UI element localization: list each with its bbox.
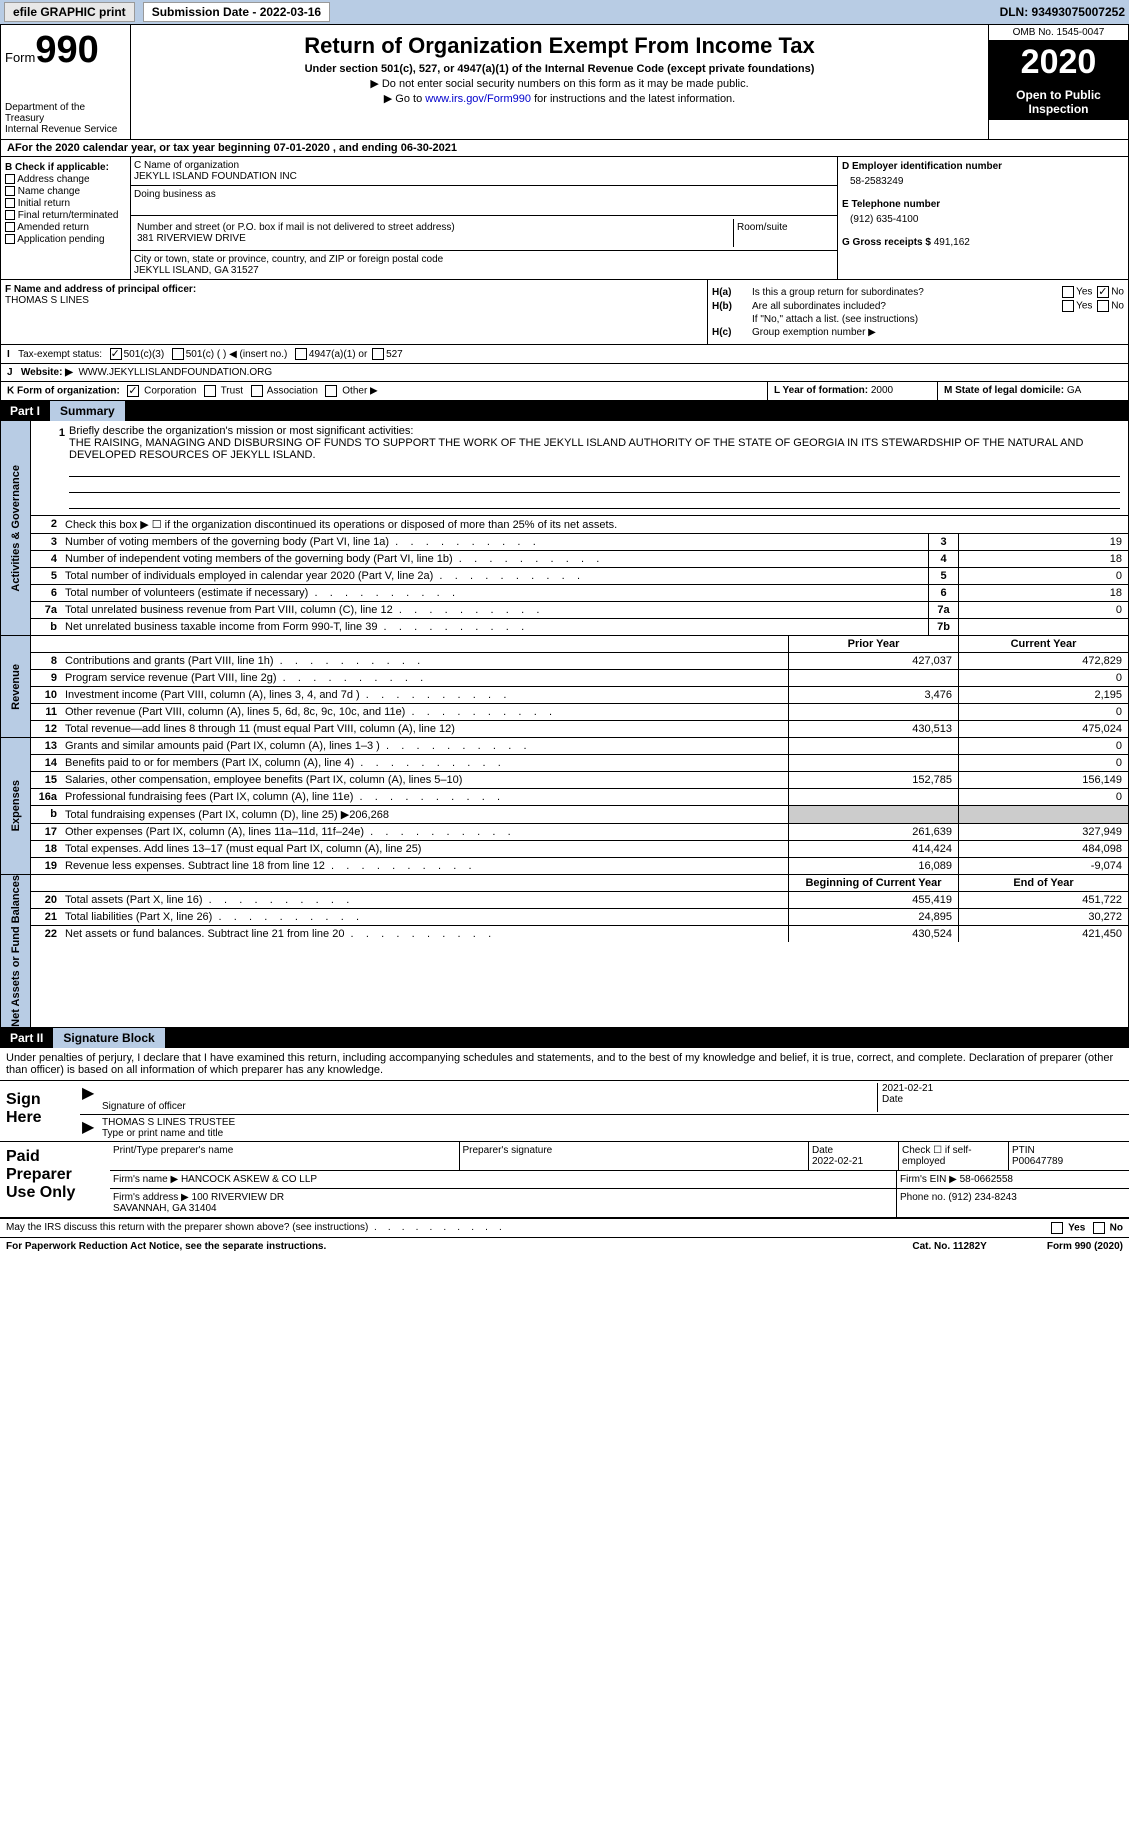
- form-header: Form990 Department of the Treasury Inter…: [0, 24, 1129, 140]
- chk-initial[interactable]: [5, 198, 15, 208]
- org-name: JEKYLL ISLAND FOUNDATION INC: [134, 171, 834, 182]
- part1-header: Part ISummary: [0, 401, 1129, 421]
- website-value: WWW.JEKYLLISLANDFOUNDATION.ORG: [78, 367, 272, 378]
- ptin: P00647789: [1012, 1156, 1126, 1167]
- col-b-checkboxes: B Check if applicable: Address change Na…: [1, 157, 131, 279]
- mission-text: THE RAISING, MANAGING AND DISBURSING OF …: [69, 437, 1083, 461]
- hb-yes[interactable]: [1062, 300, 1074, 312]
- form-note-link: ▶ Go to www.irs.gov/Form990 for instruct…: [135, 92, 984, 105]
- firm-ein: 58-0662558: [960, 1174, 1013, 1185]
- efile-button[interactable]: efile GRAPHIC print: [4, 2, 135, 22]
- v6: 18: [958, 585, 1128, 601]
- tax-year-row: A For the 2020 calendar year, or tax yea…: [0, 140, 1129, 157]
- section-b-c-d: B Check if applicable: Address change Na…: [0, 157, 1129, 280]
- v4: 18: [958, 551, 1128, 567]
- chk-final[interactable]: [5, 210, 15, 220]
- website-row: J Website: ▶ WWW.JEKYLLISLANDFOUNDATION.…: [0, 364, 1129, 382]
- preparer-block: Paid Preparer Use Only Print/Type prepar…: [0, 1142, 1129, 1219]
- ha-no[interactable]: [1097, 286, 1109, 298]
- year-formation: 2000: [871, 385, 893, 396]
- ha-yes[interactable]: [1062, 286, 1074, 298]
- officer-sig-name: THOMAS S LINES TRUSTEE: [102, 1117, 1127, 1128]
- telephone-value: (912) 635-4100: [850, 214, 1124, 225]
- net-assets-section: Net Assets or Fund Balances Beginning of…: [0, 875, 1129, 1028]
- chk-application[interactable]: [5, 234, 15, 244]
- activities-governance: Activities & Governance 1 Briefly descri…: [0, 421, 1129, 636]
- form-note-ssn: ▶ Do not enter social security numbers o…: [135, 77, 984, 90]
- chk-527[interactable]: [372, 348, 384, 360]
- dln-label: DLN: 93493075007252: [1000, 5, 1125, 19]
- irs-no[interactable]: [1093, 1222, 1105, 1234]
- chk-501c[interactable]: [172, 348, 184, 360]
- irs-discuss-row: May the IRS discuss this return with the…: [0, 1219, 1129, 1238]
- firm-name: HANCOCK ASKEW & CO LLP: [181, 1174, 317, 1185]
- org-address: 381 RIVERVIEW DRIVE: [137, 233, 730, 244]
- chk-other[interactable]: [325, 385, 337, 397]
- mission-row: 1 Briefly describe the organization's mi…: [31, 421, 1128, 516]
- expenses-section: Expenses 13Grants and similar amounts pa…: [0, 738, 1129, 875]
- chk-trust[interactable]: [204, 385, 216, 397]
- irs-link[interactable]: www.irs.gov/Form990: [425, 93, 531, 105]
- chk-assoc[interactable]: [251, 385, 263, 397]
- chk-name[interactable]: [5, 186, 15, 196]
- chk-4947[interactable]: [295, 348, 307, 360]
- perjury-declaration: Under penalties of perjury, I declare th…: [0, 1048, 1129, 1081]
- dept-label: Department of the Treasury Internal Reve…: [5, 102, 126, 135]
- ein-value: 58-2583249: [850, 176, 1124, 187]
- form-subtitle: Under section 501(c), 527, or 4947(a)(1)…: [135, 63, 984, 75]
- part2-header: Part IISignature Block: [0, 1028, 1129, 1048]
- col-d-ein: D Employer identification number 58-2583…: [838, 157, 1128, 279]
- hb-no[interactable]: [1097, 300, 1109, 312]
- submission-date: Submission Date - 2022-03-16: [143, 2, 330, 22]
- chk-corp[interactable]: [127, 385, 139, 397]
- v7b: [958, 619, 1128, 635]
- state-domicile: GA: [1067, 385, 1081, 396]
- top-bar: efile GRAPHIC print Submission Date - 20…: [0, 0, 1129, 24]
- chk-address[interactable]: [5, 174, 15, 184]
- org-city: JEKYLL ISLAND, GA 31527: [134, 265, 834, 276]
- chk-501c3[interactable]: [110, 348, 122, 360]
- section-f-h: F Name and address of principal officer:…: [0, 280, 1129, 345]
- k-l-m-row: K Form of organization: Corporation Trus…: [0, 382, 1129, 401]
- omb-number: OMB No. 1545-0047: [989, 25, 1128, 41]
- sig-date: 2021-02-21: [882, 1083, 1127, 1094]
- v7a: 0: [958, 602, 1128, 618]
- col-c-org: C Name of organizationJEKYLL ISLAND FOUN…: [131, 157, 838, 279]
- chk-amended[interactable]: [5, 222, 15, 232]
- inspection-label: Open to Public Inspection: [989, 84, 1128, 120]
- sign-here-block: Sign Here ▶ Signature of officer 2021-02…: [0, 1081, 1129, 1142]
- form-title: Return of Organization Exempt From Incom…: [135, 33, 984, 59]
- revenue-section: Revenue Prior YearCurrent Year 8Contribu…: [0, 636, 1129, 738]
- v3: 19: [958, 534, 1128, 550]
- v5: 0: [958, 568, 1128, 584]
- tax-exempt-row: I Tax-exempt status: 501(c)(3) 501(c) ( …: [0, 345, 1129, 364]
- gross-receipts: 491,162: [934, 237, 970, 248]
- form-number: Form990: [5, 29, 126, 72]
- firm-phone: (912) 234-8243: [948, 1192, 1016, 1203]
- irs-yes[interactable]: [1051, 1222, 1063, 1234]
- tax-year: 2020: [989, 41, 1128, 84]
- footer: For Paperwork Reduction Act Notice, see …: [0, 1238, 1129, 1255]
- officer-name: THOMAS S LINES: [5, 295, 703, 306]
- prep-date: 2022-02-21: [812, 1156, 895, 1167]
